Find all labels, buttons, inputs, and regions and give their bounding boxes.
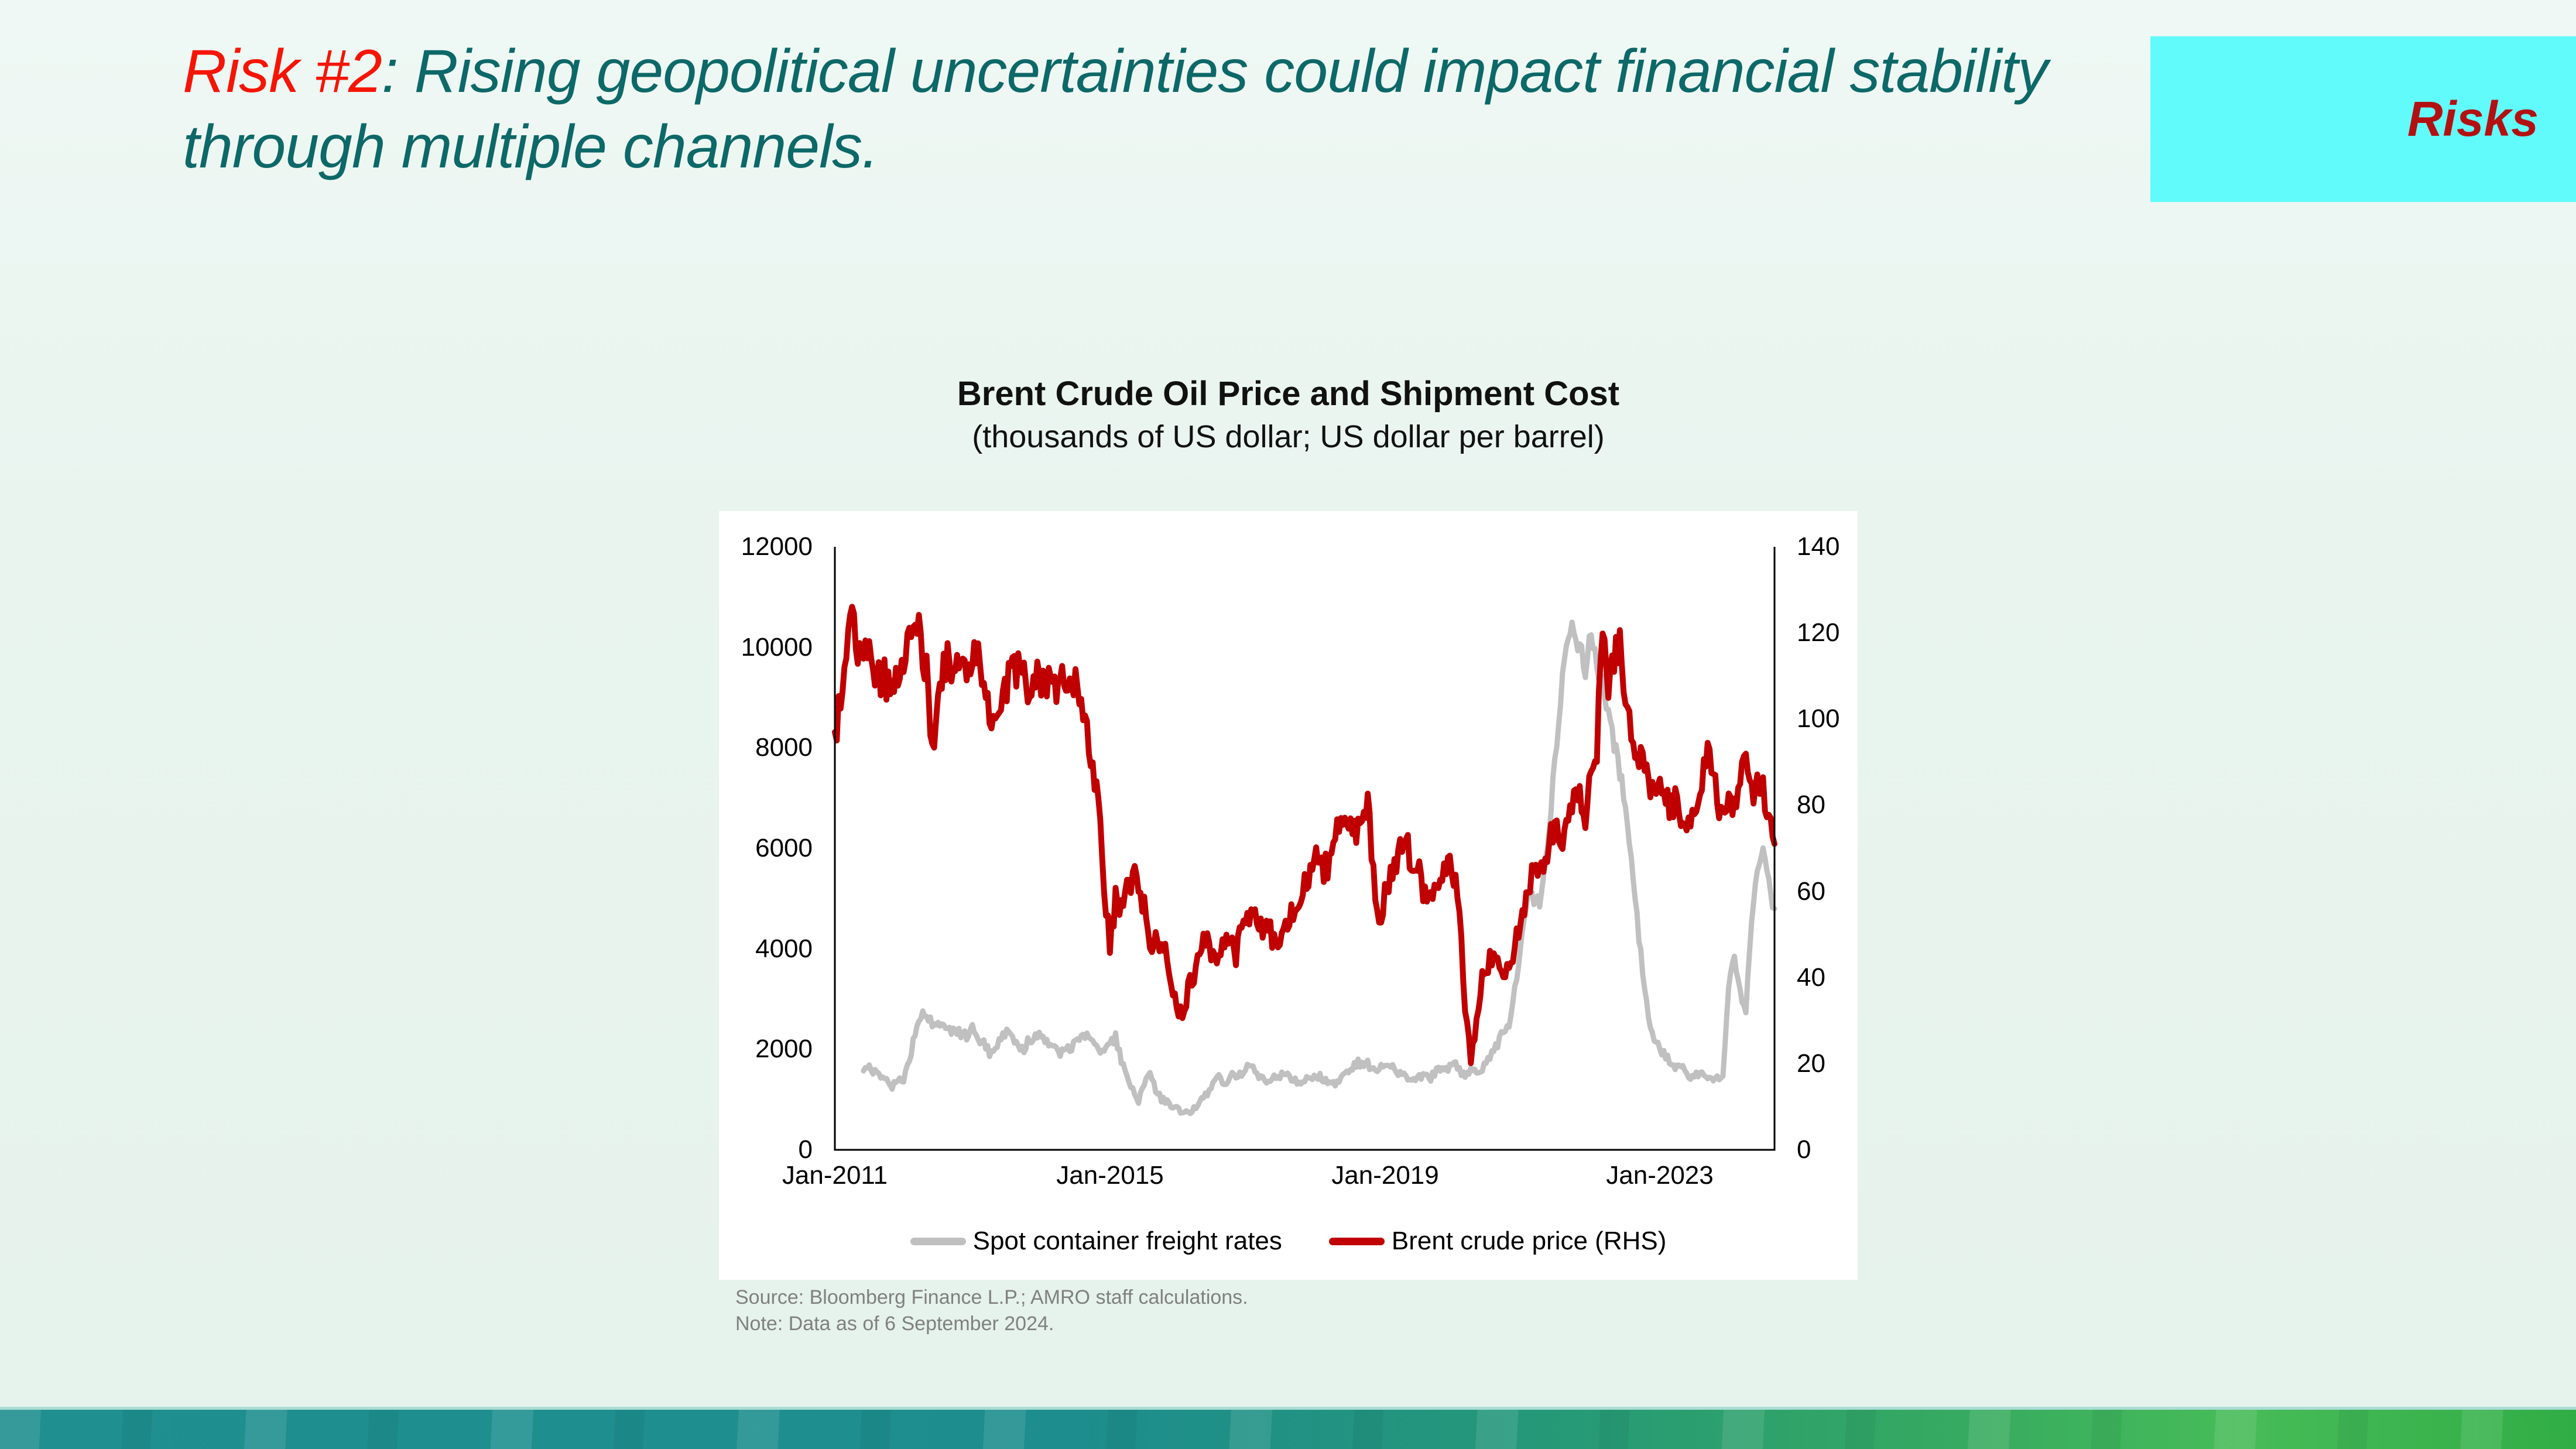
- chart-subtitle: (thousands of US dollar; US dollar per b…: [972, 419, 1605, 454]
- chart-title: Brent Crude Oil Price and Shipment Cost: [957, 375, 1620, 413]
- axis-frame: [834, 547, 1776, 1151]
- slide-title-risk-number: Risk #2: [183, 37, 382, 105]
- legend-swatch-freight: [910, 1237, 966, 1245]
- y-tick-left-2000: 2000: [755, 1034, 813, 1063]
- chart-plot: [832, 547, 1777, 1151]
- y-tick-right-80: 80: [1797, 790, 1825, 819]
- y-tick-right-20: 20: [1797, 1049, 1825, 1078]
- y-tick-right-120: 120: [1797, 618, 1840, 647]
- x-tick-Jan-2015: Jan-2015: [1056, 1161, 1164, 1190]
- footer-texture: [0, 1410, 2576, 1449]
- source-text: Source: Bloomberg Finance L.P.; AMRO sta…: [735, 1286, 1248, 1308]
- y-tick-right-40: 40: [1797, 963, 1825, 992]
- x-tick-Jan-2019: Jan-2019: [1331, 1161, 1439, 1190]
- y-tick-right-100: 100: [1797, 704, 1840, 733]
- chart-legend: Spot container freight rates Brent crude …: [719, 1221, 1858, 1262]
- slide-title: Risk #2: Rising geopolitical uncertainti…: [183, 34, 2080, 185]
- note-text: Note: Data as of 6 September 2024.: [735, 1313, 1054, 1335]
- chart-header: Brent Crude Oil Price and Shipment Cost …: [719, 372, 1858, 458]
- y-tick-left-12000: 12000: [741, 532, 813, 561]
- legend-label-freight: Spot container freight rates: [972, 1227, 1282, 1255]
- y-tick-left-10000: 10000: [741, 633, 813, 662]
- y-tick-left-8000: 8000: [755, 733, 813, 762]
- y-tick-right-60: 60: [1797, 877, 1825, 906]
- legend-swatch-brent: [1328, 1237, 1385, 1245]
- section-tab-risks: Risks: [2150, 36, 2576, 202]
- y-tick-right-140: 140: [1797, 532, 1840, 561]
- x-tick-Jan-2011: Jan-2011: [782, 1161, 888, 1190]
- legend-item-brent: Brent crude price (RHS): [1328, 1227, 1667, 1256]
- series-line-brent: [832, 604, 1777, 1066]
- slide-title-text: : Rising geopolitical uncertainties coul…: [183, 37, 2048, 181]
- chart-panel: 12000 10000 8000 6000 4000 2000 0 140 120 100 80 6…: [719, 511, 1858, 1280]
- y-tick-left-4000: 4000: [755, 934, 813, 963]
- y-tick-right-0: 0: [1797, 1135, 1811, 1164]
- section-tab-label: Risks: [2407, 91, 2539, 146]
- footer-bar: [0, 1407, 2576, 1449]
- y-tick-left-0: 0: [798, 1135, 813, 1164]
- legend-item-freight: Spot container freight rates: [910, 1227, 1282, 1256]
- series-line-freight: [861, 619, 1777, 1116]
- source-block: Source: Bloomberg Finance L.P.; AMRO sta…: [735, 1284, 1248, 1337]
- legend-label-brent: Brent crude price (RHS): [1391, 1227, 1667, 1255]
- x-tick-Jan-2023: Jan-2023: [1606, 1161, 1714, 1190]
- y-tick-left-6000: 6000: [755, 834, 813, 862]
